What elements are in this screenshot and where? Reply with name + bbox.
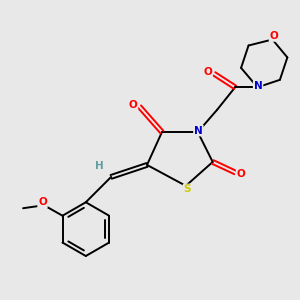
Text: O: O — [38, 197, 47, 207]
Text: O: O — [203, 68, 212, 77]
Text: O: O — [129, 100, 137, 110]
Text: N: N — [254, 81, 262, 91]
Text: N: N — [194, 126, 203, 136]
Text: H: H — [95, 161, 103, 171]
Text: O: O — [237, 169, 245, 179]
Text: S: S — [184, 184, 191, 194]
Text: O: O — [269, 31, 278, 41]
